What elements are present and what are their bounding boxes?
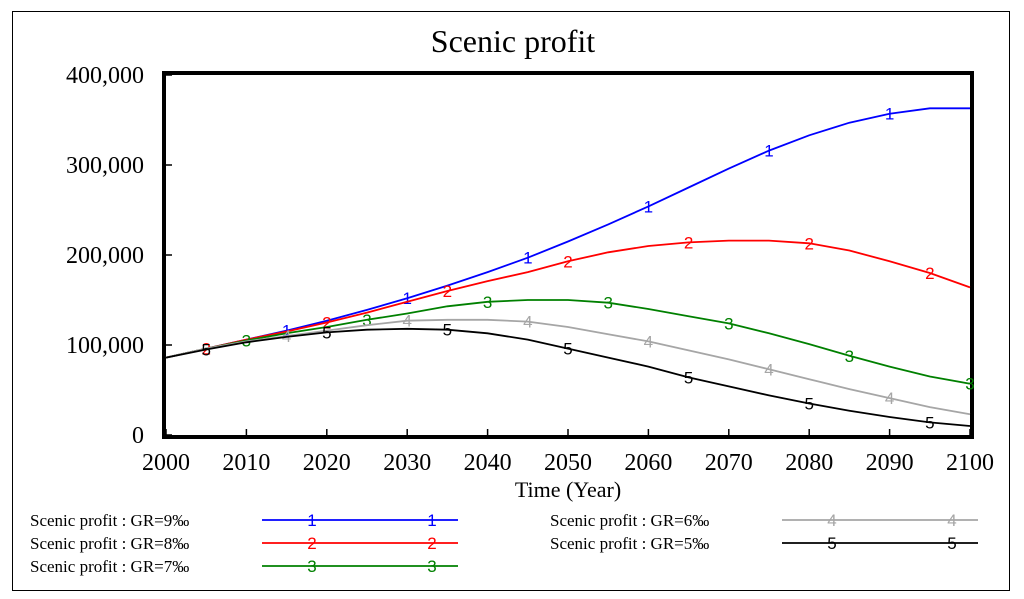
series-marker: 2 [804,234,813,253]
series-marker: 1 [764,142,773,161]
x-tick-label: 2020 [303,450,351,476]
chart-title: Scenic profit [431,23,596,59]
y-axis: 0 100,000 200,000 300,000 400,000 [66,63,172,449]
x-axis-label: Time (Year) [515,477,621,502]
x-tick-label: 2050 [544,450,592,476]
x-tick-label: 2070 [705,450,753,476]
chart-frame [12,11,1010,591]
series-marker: 3 [965,375,974,394]
series-marker: 3 [724,314,733,333]
x-tick-label: 2090 [866,450,914,476]
series-line-4 [165,318,971,416]
series-marker: 5 [684,368,693,387]
series-marker: 1 [885,105,894,124]
series-marker: 2 [684,233,693,252]
x-tick-label: 2040 [464,450,512,476]
legend-marker: 2 [307,534,316,553]
series-marker: 5 [804,395,813,414]
y-tick-label: 400,000 [66,63,144,89]
series-marker: 4 [523,313,532,332]
legend-marker: 4 [827,511,836,530]
legend-label: Scenic profit : GR=5‰ [550,534,709,553]
legend-marker: 4 [947,511,956,530]
legend-marker: 1 [307,511,316,530]
x-tick-label: 2030 [383,450,431,476]
legend-label: Scenic profit : GR=8‰ [30,534,189,553]
series-line-2 [165,239,971,359]
series-marker: 5 [322,323,331,342]
legend-marker: 1 [427,511,436,530]
series-marker: 1 [402,289,411,308]
series-marker: 3 [845,347,854,366]
series-marker: 4 [402,312,411,331]
x-tick-label: 2060 [624,450,672,476]
series-marker: 1 [644,197,653,216]
series-marker: 3 [483,293,492,312]
series-line-5 [165,327,971,427]
series-marker: 2 [322,314,331,333]
series-marker: 2 [443,282,452,301]
series-marker: 5 [201,341,210,360]
y-tick-label: 100,000 [66,333,144,359]
y-tick-label: 0 [132,423,144,449]
series-marker: 4 [885,389,894,408]
legend-marker: 3 [307,557,316,576]
x-tick-label: 2100 [946,450,994,476]
legend-marker: 2 [427,534,436,553]
series-marker: 3 [362,311,371,330]
x-tick-label: 2080 [785,450,833,476]
plot-area [162,71,974,439]
x-axis: 2000 2010 2020 2030 2040 2050 2060 2070 2080 2090… [142,429,994,476]
series-line-3 [165,299,971,385]
legend-label: Scenic profit : GR=9‰ [30,511,189,530]
series-marker: 4 [764,360,773,379]
legend-marker: 5 [827,534,836,553]
y-tick-label: 300,000 [66,153,144,179]
legend-marker: 5 [947,534,956,553]
series-marker: 4 [644,332,653,351]
series-marker: 5 [443,321,452,340]
series-marker: 3 [603,294,612,313]
x-tick-label: 2000 [142,450,190,476]
y-tick-label: 200,000 [66,243,144,269]
legend-label: Scenic profit : GR=6‰ [550,511,709,530]
series-marker: 5 [563,340,572,359]
series-marker: 5 [925,413,934,432]
series-marker: 1 [523,249,532,268]
series-line-1 [165,107,970,359]
x-tick-label: 2010 [222,450,270,476]
series-marker: 2 [563,252,572,271]
series-marker: 2 [925,264,934,283]
legend: Scenic profit : GR=9‰ 1 1 Scenic profit : G… [30,511,978,576]
legend-label: Scenic profit : GR=7‰ [30,557,189,576]
legend-marker: 3 [427,557,436,576]
